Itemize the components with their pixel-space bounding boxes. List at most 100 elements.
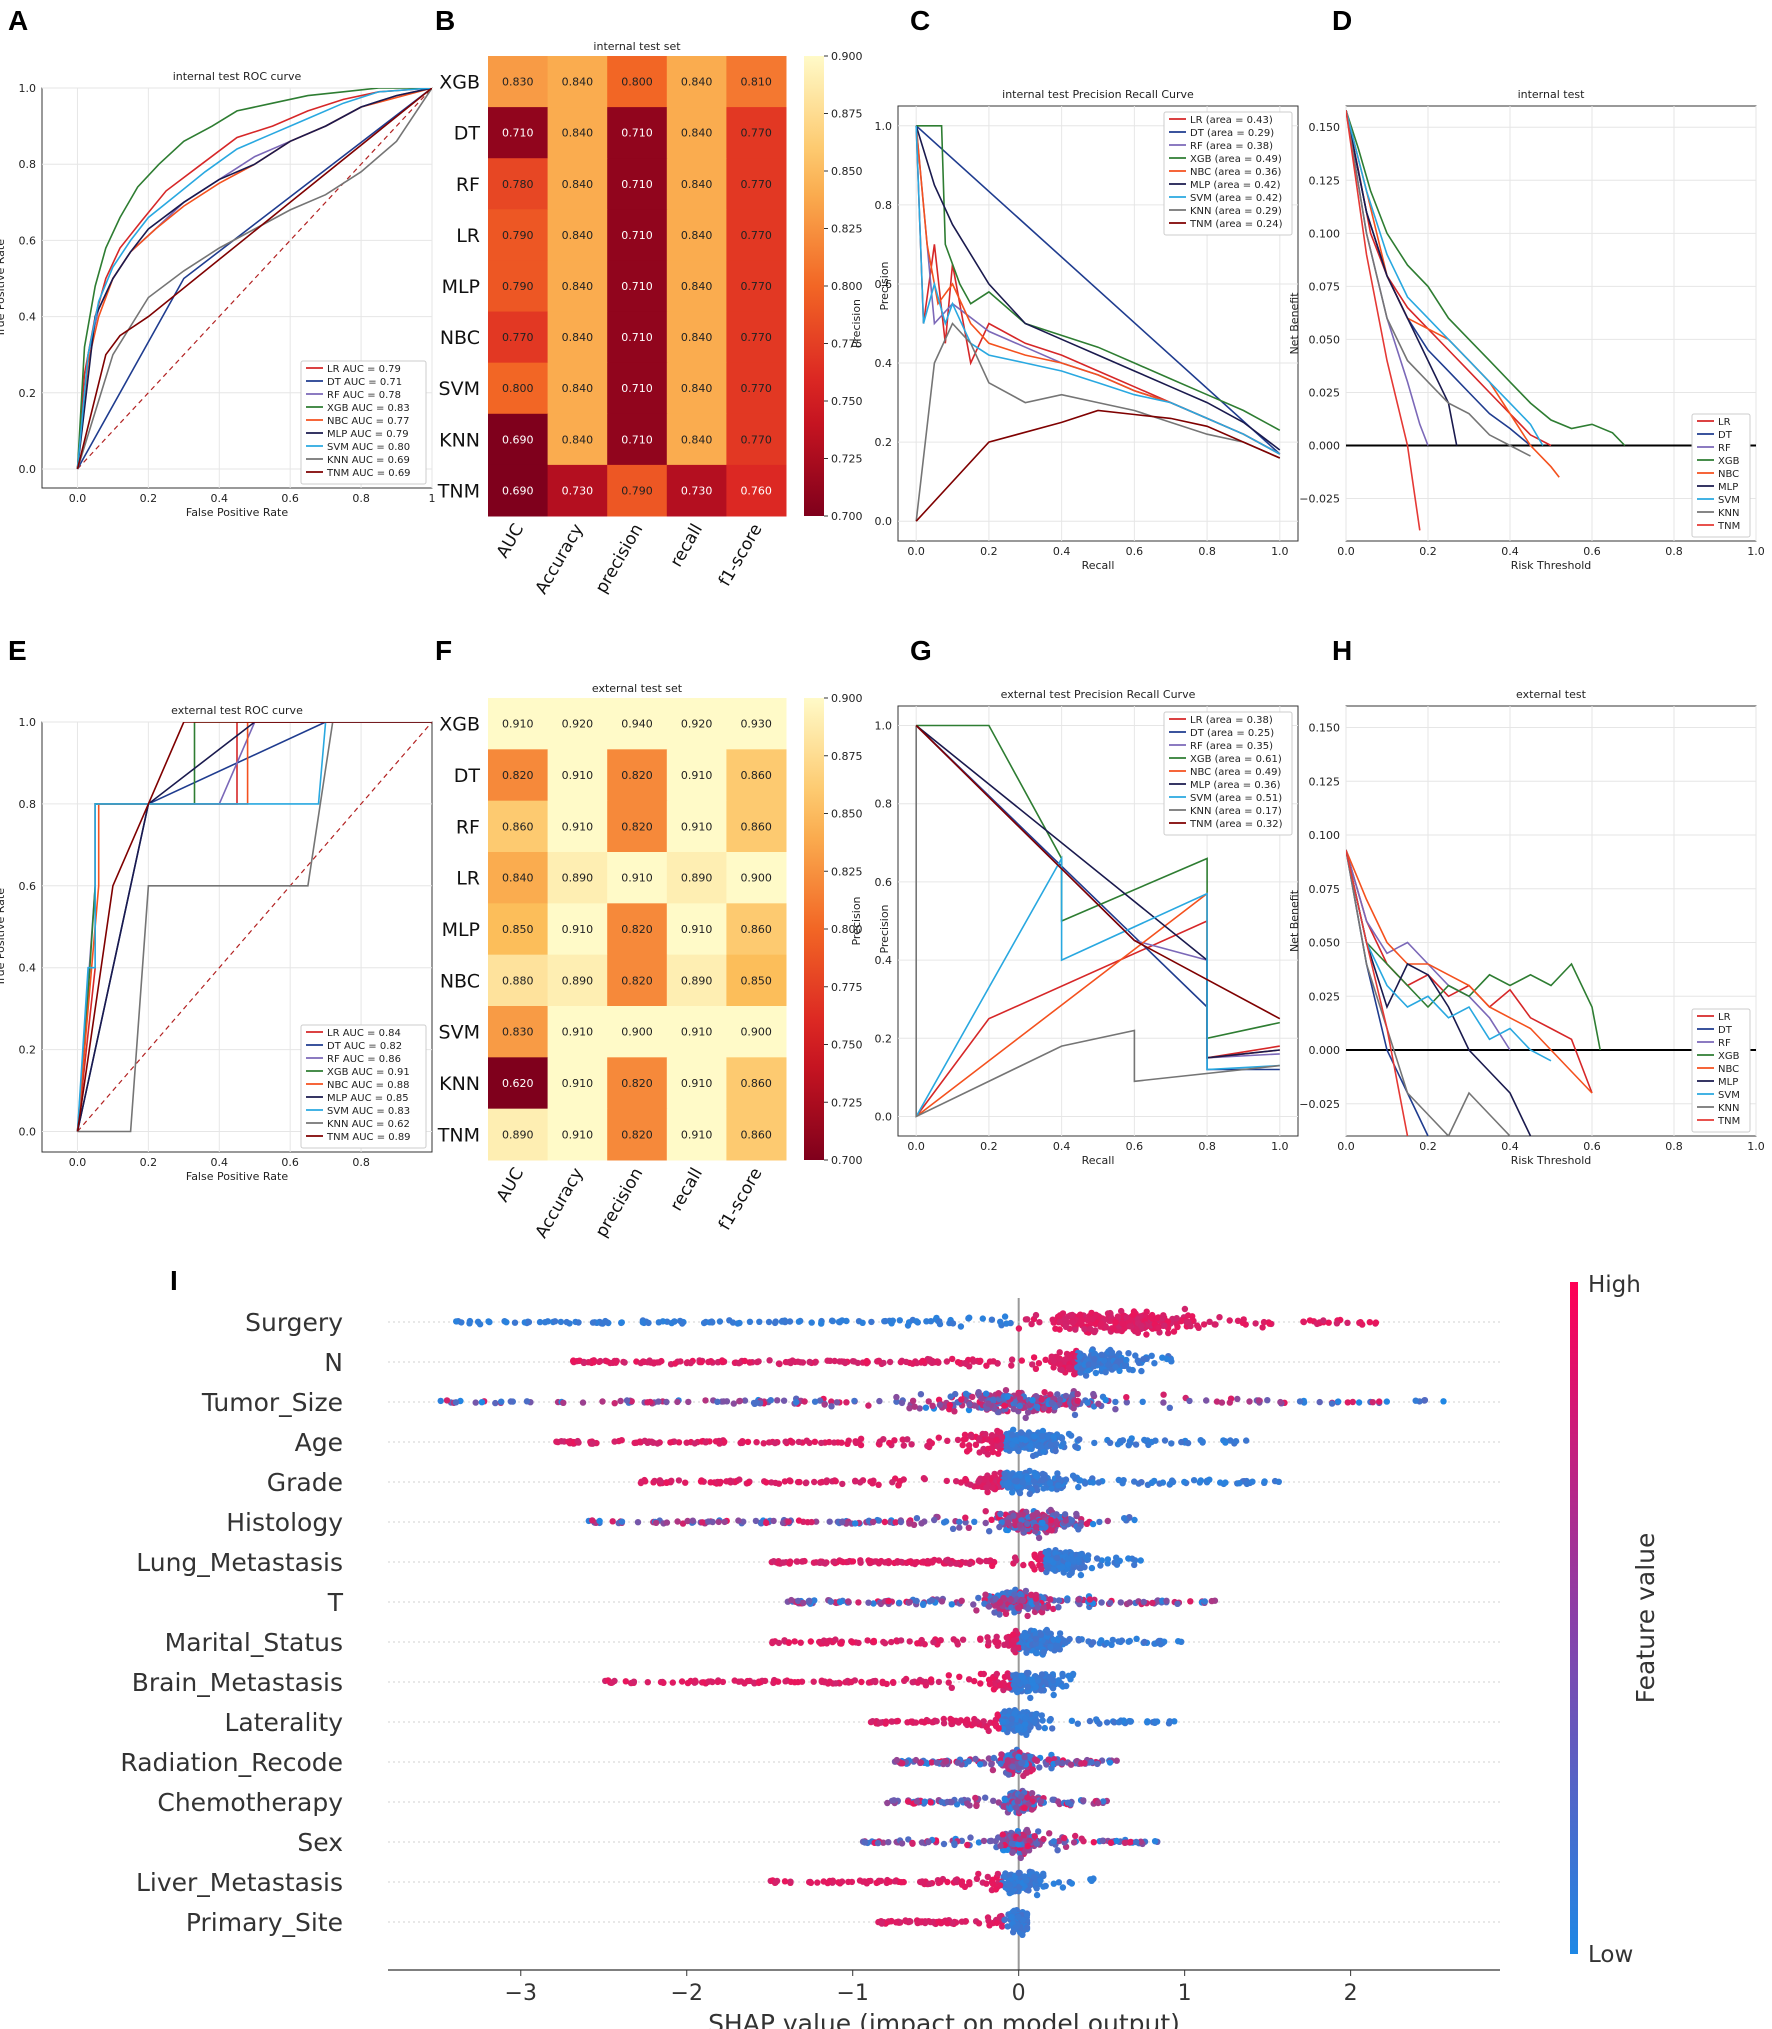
shap-point bbox=[976, 1449, 983, 1456]
shap-point bbox=[795, 1318, 803, 1325]
shap-point bbox=[1200, 1321, 1208, 1328]
shap-point bbox=[1059, 1670, 1066, 1678]
shap-point bbox=[617, 1397, 624, 1405]
heatmap-cell bbox=[607, 260, 668, 313]
shap-point bbox=[1004, 1758, 1012, 1765]
shap-point bbox=[1108, 1349, 1116, 1356]
shap-point bbox=[1068, 1569, 1075, 1577]
shap-point bbox=[1013, 1804, 1020, 1811]
heatmap-cell bbox=[726, 749, 787, 802]
shap-point bbox=[1100, 1798, 1107, 1805]
shap-point bbox=[1171, 1718, 1178, 1725]
shap-point bbox=[650, 1360, 657, 1367]
y-tick-label: 0.8 bbox=[19, 158, 37, 171]
shap-point bbox=[828, 1398, 835, 1405]
y-tick-label: 0.125 bbox=[1309, 174, 1341, 187]
shap-point bbox=[870, 1600, 877, 1607]
shap-point bbox=[1055, 1604, 1062, 1611]
heatmap-cell-label: 0.840 bbox=[681, 229, 713, 242]
shap-point bbox=[1084, 1399, 1091, 1406]
shap-point bbox=[1042, 1356, 1049, 1364]
x-tick-label: 1.0 bbox=[1747, 1140, 1765, 1153]
shap-point bbox=[721, 1518, 728, 1526]
shap-point bbox=[1016, 1395, 1024, 1402]
shap-point bbox=[1369, 1399, 1377, 1406]
heatmap-col-label: f1-score bbox=[715, 521, 767, 590]
heatmap-cell bbox=[666, 1108, 727, 1161]
colorbar-tick-label: 0.825 bbox=[831, 223, 863, 236]
shap-point bbox=[940, 1519, 948, 1526]
shap-point bbox=[1151, 1360, 1158, 1367]
shap-point bbox=[634, 1519, 642, 1526]
shap-point bbox=[1116, 1367, 1123, 1375]
x-tick-label: 0.0 bbox=[1337, 545, 1355, 558]
heatmap-cell bbox=[726, 311, 787, 364]
shap-point bbox=[920, 1475, 928, 1482]
shap-point bbox=[763, 1519, 770, 1527]
heatmap-cell-label: 0.840 bbox=[502, 872, 534, 885]
shap-point bbox=[1017, 1429, 1025, 1436]
series-line-tnm bbox=[915, 409, 1281, 522]
shap-point bbox=[1153, 1315, 1160, 1322]
series-line-svm bbox=[915, 855, 1280, 1117]
shap-point bbox=[772, 1479, 779, 1487]
shap-point bbox=[1155, 1324, 1162, 1332]
heatmap-row-label: NBC bbox=[440, 970, 480, 992]
shap-point bbox=[746, 1318, 754, 1326]
shap-point bbox=[603, 1358, 611, 1365]
shap-point bbox=[1325, 1319, 1332, 1326]
legend-label: SVM (area = 0.51) bbox=[1190, 793, 1282, 804]
legend-label: NBC (area = 0.49) bbox=[1190, 767, 1282, 778]
shap-point bbox=[618, 1319, 625, 1326]
shap-point bbox=[908, 1441, 915, 1448]
shap-point bbox=[984, 1634, 991, 1641]
shap-point bbox=[799, 1558, 806, 1565]
shap-point bbox=[888, 1638, 895, 1646]
shap-point bbox=[967, 1481, 974, 1488]
shap-point bbox=[1017, 1590, 1024, 1598]
shap-point bbox=[884, 1799, 891, 1807]
shap-point bbox=[1166, 1718, 1173, 1725]
shap-point bbox=[897, 1358, 904, 1366]
shap-point bbox=[816, 1397, 824, 1404]
colorbar-tick-label: 0.725 bbox=[831, 1096, 863, 1109]
shap-point bbox=[1098, 1351, 1105, 1359]
shap-point bbox=[1160, 1399, 1167, 1406]
shap-point bbox=[929, 1402, 936, 1410]
shap-point bbox=[636, 1438, 644, 1445]
heatmap-cell-label: 0.770 bbox=[740, 178, 772, 191]
shap-point bbox=[745, 1479, 752, 1487]
heatmap-cell-label: 0.910 bbox=[562, 820, 594, 833]
y-tick-label: 0.100 bbox=[1309, 829, 1341, 842]
panel-e-roc-external: 0.0 0.2 0.4 0.6 0.80.00.20.40.60.81.0externa… bbox=[0, 704, 433, 1183]
shap-point bbox=[981, 1600, 988, 1607]
legend-label: NBC (area = 0.36) bbox=[1190, 167, 1282, 178]
heatmap-cell bbox=[547, 1108, 608, 1161]
shap-point bbox=[870, 1637, 878, 1645]
shap-point bbox=[1098, 1320, 1105, 1327]
shap-point bbox=[1010, 1405, 1017, 1413]
heatmap-cell bbox=[726, 800, 787, 853]
shap-point bbox=[996, 1611, 1003, 1618]
x-tick-label: 0.4 bbox=[1501, 545, 1519, 558]
shap-point bbox=[818, 1439, 825, 1447]
heatmap-cell bbox=[488, 158, 549, 210]
shap-point bbox=[1001, 1470, 1008, 1477]
series-group bbox=[76, 722, 432, 1133]
legend-label: TNM bbox=[1717, 521, 1740, 532]
shap-point bbox=[918, 1636, 925, 1644]
heatmap-cell bbox=[488, 698, 549, 750]
y-tick-label: 0.4 bbox=[19, 311, 37, 324]
shap-point bbox=[1174, 1600, 1181, 1608]
heatmap-cell bbox=[488, 413, 549, 466]
heatmap-cell bbox=[547, 800, 608, 853]
shap-point bbox=[1038, 1565, 1045, 1573]
shap-point bbox=[794, 1678, 802, 1686]
heatmap-cell bbox=[607, 800, 668, 853]
shap-point bbox=[574, 1437, 581, 1445]
shap-point bbox=[965, 1676, 973, 1683]
colorbar-tick-label: 0.750 bbox=[831, 395, 863, 408]
series-group bbox=[915, 724, 1281, 1118]
heatmap-title: internal test set bbox=[593, 40, 681, 53]
shap-point bbox=[741, 1397, 749, 1404]
